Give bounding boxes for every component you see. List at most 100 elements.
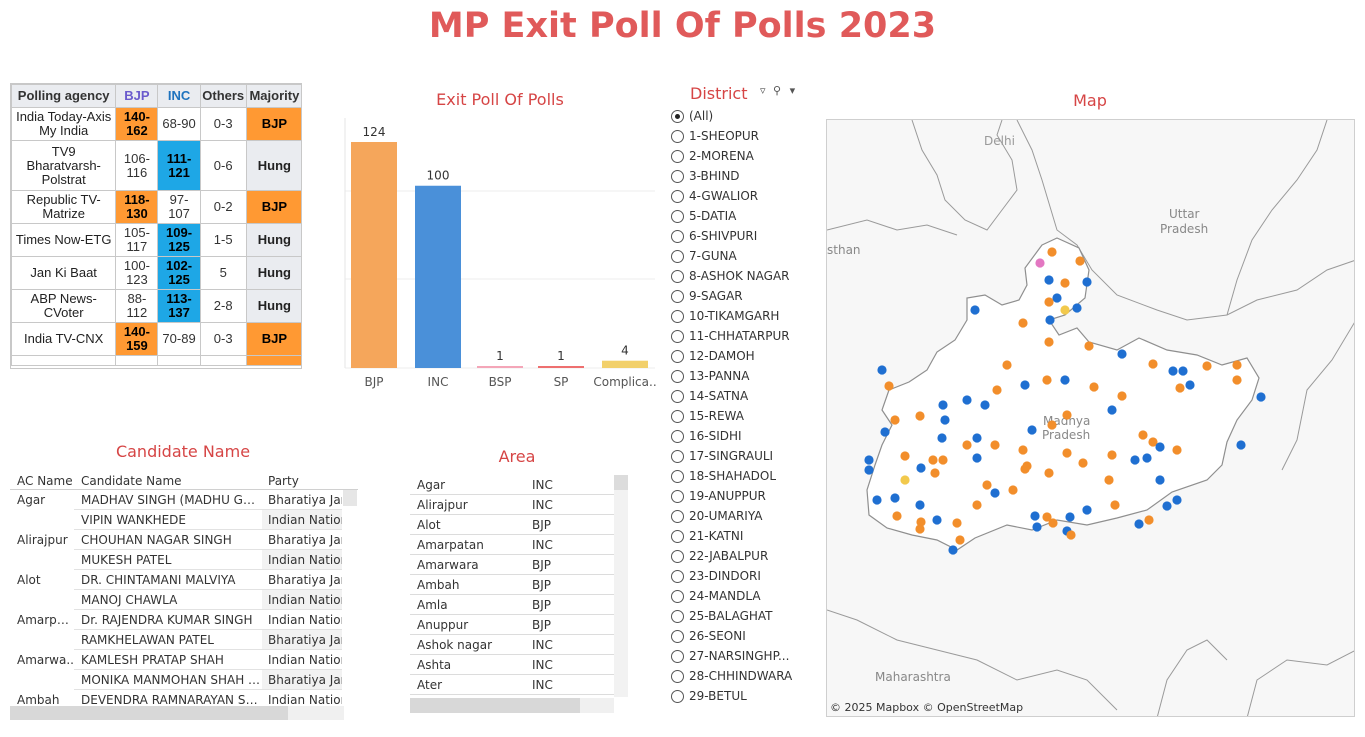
constituency-marker[interactable] xyxy=(864,465,874,475)
candidate-row[interactable]: Alirajpur CHOUHAN NAGAR SINGH Bharatiya Ja… xyxy=(10,530,358,550)
constituency-marker[interactable] xyxy=(992,385,1002,395)
bar-bsp[interactable] xyxy=(477,366,523,368)
constituency-marker[interactable] xyxy=(990,488,1000,498)
area-row[interactable]: Alot BJP xyxy=(410,515,614,535)
radio-button[interactable] xyxy=(671,349,684,363)
constituency-marker[interactable] xyxy=(952,518,962,528)
district-option[interactable]: 27-NARSINGHP... xyxy=(670,646,830,666)
radio-button[interactable] xyxy=(671,609,684,623)
constituency-marker[interactable] xyxy=(928,455,938,465)
radio-button[interactable] xyxy=(671,689,684,703)
district-option[interactable]: 14-SATNA xyxy=(670,386,830,406)
constituency-marker[interactable] xyxy=(916,517,926,527)
constituency-marker[interactable] xyxy=(877,365,887,375)
district-option[interactable]: 16-SIDHI xyxy=(670,426,830,446)
district-option[interactable]: 25-BALAGHAT xyxy=(670,606,830,626)
constituency-markers[interactable] xyxy=(864,247,1266,555)
constituency-marker[interactable] xyxy=(1107,450,1117,460)
constituency-marker[interactable] xyxy=(1032,522,1042,532)
area-vertical-scroll-thumb[interactable] xyxy=(614,475,628,490)
constituency-marker[interactable] xyxy=(1082,277,1092,287)
radio-button[interactable] xyxy=(671,589,684,603)
map-view[interactable]: Delhi Uttar Pradesh sthan Madhya Pradesh M… xyxy=(826,119,1355,717)
radio-button[interactable] xyxy=(671,409,684,423)
district-option[interactable]: 21-KATNI xyxy=(670,526,830,546)
district-option[interactable]: 19-ANUPPUR xyxy=(670,486,830,506)
radio-button[interactable] xyxy=(671,329,684,343)
constituency-marker[interactable] xyxy=(1232,360,1242,370)
candidate-row[interactable]: Agar MADHAV SINGH (MADHU GEHL.. Bharatiya … xyxy=(10,490,358,510)
constituency-marker[interactable] xyxy=(1044,275,1054,285)
radio-button[interactable] xyxy=(671,569,684,583)
district-option[interactable]: 2-MORENA xyxy=(670,146,830,166)
constituency-marker[interactable] xyxy=(892,511,902,521)
area-horizontal-scroll-thumb[interactable] xyxy=(410,698,580,713)
district-option[interactable]: 22-JABALPUR xyxy=(670,546,830,566)
candidate-row[interactable]: Amarwa.. KAMLESH PRATAP SHAH Indian Nation xyxy=(10,650,358,670)
constituency-marker[interactable] xyxy=(890,493,900,503)
district-option[interactable]: (All) xyxy=(670,106,830,126)
constituency-marker[interactable] xyxy=(1236,440,1246,450)
constituency-marker[interactable] xyxy=(972,453,982,463)
chevron-down-icon[interactable]: ▾ xyxy=(789,84,796,97)
district-option[interactable]: 3-BHIND xyxy=(670,166,830,186)
constituency-marker[interactable] xyxy=(1035,258,1045,268)
filter-icon[interactable]: ▿ xyxy=(760,84,766,97)
constituency-marker[interactable] xyxy=(864,455,874,465)
constituency-marker[interactable] xyxy=(980,400,990,410)
constituency-marker[interactable] xyxy=(1020,464,1030,474)
constituency-marker[interactable] xyxy=(1185,380,1195,390)
constituency-marker[interactable] xyxy=(1168,366,1178,376)
constituency-marker[interactable] xyxy=(1178,366,1188,376)
district-option[interactable]: 5-DATIA xyxy=(670,206,830,226)
constituency-marker[interactable] xyxy=(1107,405,1117,415)
district-option[interactable]: 13-PANNA xyxy=(670,366,830,386)
constituency-marker[interactable] xyxy=(916,463,926,473)
radio-button[interactable] xyxy=(671,429,684,443)
constituency-marker[interactable] xyxy=(1175,383,1185,393)
candidate-row[interactable]: VIPIN WANKHEDE Indian Nation xyxy=(10,510,358,530)
candidate-vertical-scrollbar[interactable] xyxy=(343,490,357,506)
district-option[interactable]: 7-GUNA xyxy=(670,246,830,266)
constituency-marker[interactable] xyxy=(1148,359,1158,369)
constituency-marker[interactable] xyxy=(1172,495,1182,505)
district-option[interactable]: 6-SHIVPURI xyxy=(670,226,830,246)
radio-button[interactable] xyxy=(671,269,684,283)
candidate-row[interactable]: Amarpat.. Dr. RAJENDRA KUMAR SINGH Indian … xyxy=(10,610,358,630)
bar-complica[interactable] xyxy=(602,360,648,368)
constituency-marker[interactable] xyxy=(1144,515,1154,525)
constituency-marker[interactable] xyxy=(962,440,972,450)
constituency-marker[interactable] xyxy=(1042,375,1052,385)
district-option[interactable]: 18-SHAHADOL xyxy=(670,466,830,486)
search-icon[interactable]: ⚲ xyxy=(773,84,782,97)
area-vertical-scrollbar[interactable] xyxy=(614,475,628,697)
district-option[interactable]: 10-TIKAMGARH xyxy=(670,306,830,326)
radio-button[interactable] xyxy=(671,509,684,523)
area-row[interactable]: Amla BJP xyxy=(410,595,614,615)
district-option[interactable]: 15-REWA xyxy=(670,406,830,426)
constituency-marker[interactable] xyxy=(1060,278,1070,288)
constituency-marker[interactable] xyxy=(1202,361,1212,371)
constituency-marker[interactable] xyxy=(1065,512,1075,522)
radio-button[interactable] xyxy=(671,109,684,123)
constituency-marker[interactable] xyxy=(1075,256,1085,266)
constituency-marker[interactable] xyxy=(1002,360,1012,370)
radio-button[interactable] xyxy=(671,489,684,503)
constituency-marker[interactable] xyxy=(938,400,948,410)
district-option[interactable]: 17-SINGRAULI xyxy=(670,446,830,466)
radio-button[interactable] xyxy=(671,189,684,203)
district-option[interactable]: 1-SHEOPUR xyxy=(670,126,830,146)
district-option[interactable]: 20-UMARIYA xyxy=(670,506,830,526)
candidate-row[interactable]: MUKESH PATEL Indian Nation xyxy=(10,550,358,570)
bar-bjp[interactable] xyxy=(351,142,397,368)
constituency-marker[interactable] xyxy=(930,468,940,478)
constituency-marker[interactable] xyxy=(1104,475,1114,485)
constituency-marker[interactable] xyxy=(1027,425,1037,435)
constituency-marker[interactable] xyxy=(972,500,982,510)
constituency-marker[interactable] xyxy=(1030,511,1040,521)
constituency-marker[interactable] xyxy=(1082,505,1092,515)
constituency-marker[interactable] xyxy=(982,480,992,490)
constituency-marker[interactable] xyxy=(1060,375,1070,385)
area-row[interactable]: Ashok nagar INC xyxy=(410,635,614,655)
constituency-marker[interactable] xyxy=(1020,380,1030,390)
